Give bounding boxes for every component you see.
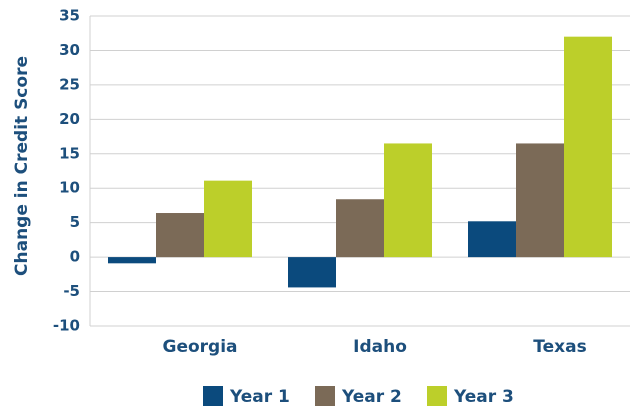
legend-swatch xyxy=(427,386,447,406)
x-tick-label: Texas xyxy=(533,337,586,357)
y-tick-label: 5 xyxy=(70,213,80,231)
bar xyxy=(204,180,252,258)
x-tick-label: Idaho xyxy=(353,337,407,357)
y-tick-label: 30 xyxy=(59,41,80,59)
bar xyxy=(108,257,156,264)
bar xyxy=(468,221,516,258)
legend-swatch xyxy=(203,386,223,406)
y-tick-label: 0 xyxy=(70,248,80,266)
bar xyxy=(336,199,384,258)
bar xyxy=(384,143,432,258)
y-tick-label: 35 xyxy=(59,7,80,25)
bar xyxy=(288,257,336,288)
x-tick-label: Georgia xyxy=(162,337,237,357)
y-tick-label: 25 xyxy=(59,75,80,93)
y-tick-label: 10 xyxy=(59,179,80,197)
legend-swatch xyxy=(315,386,335,406)
y-tick-label: 20 xyxy=(59,110,80,128)
legend-label: Year 2 xyxy=(341,387,402,407)
y-tick-label: 15 xyxy=(59,144,80,162)
bar xyxy=(564,36,612,258)
y-tick-label: -5 xyxy=(63,282,80,300)
y-axis-label: Change in Credit Score xyxy=(12,56,32,276)
bar xyxy=(156,213,204,258)
y-tick-label: -10 xyxy=(53,317,80,335)
legend-label: Year 1 xyxy=(229,387,290,407)
legend-label: Year 3 xyxy=(453,387,514,407)
bar xyxy=(516,143,564,258)
